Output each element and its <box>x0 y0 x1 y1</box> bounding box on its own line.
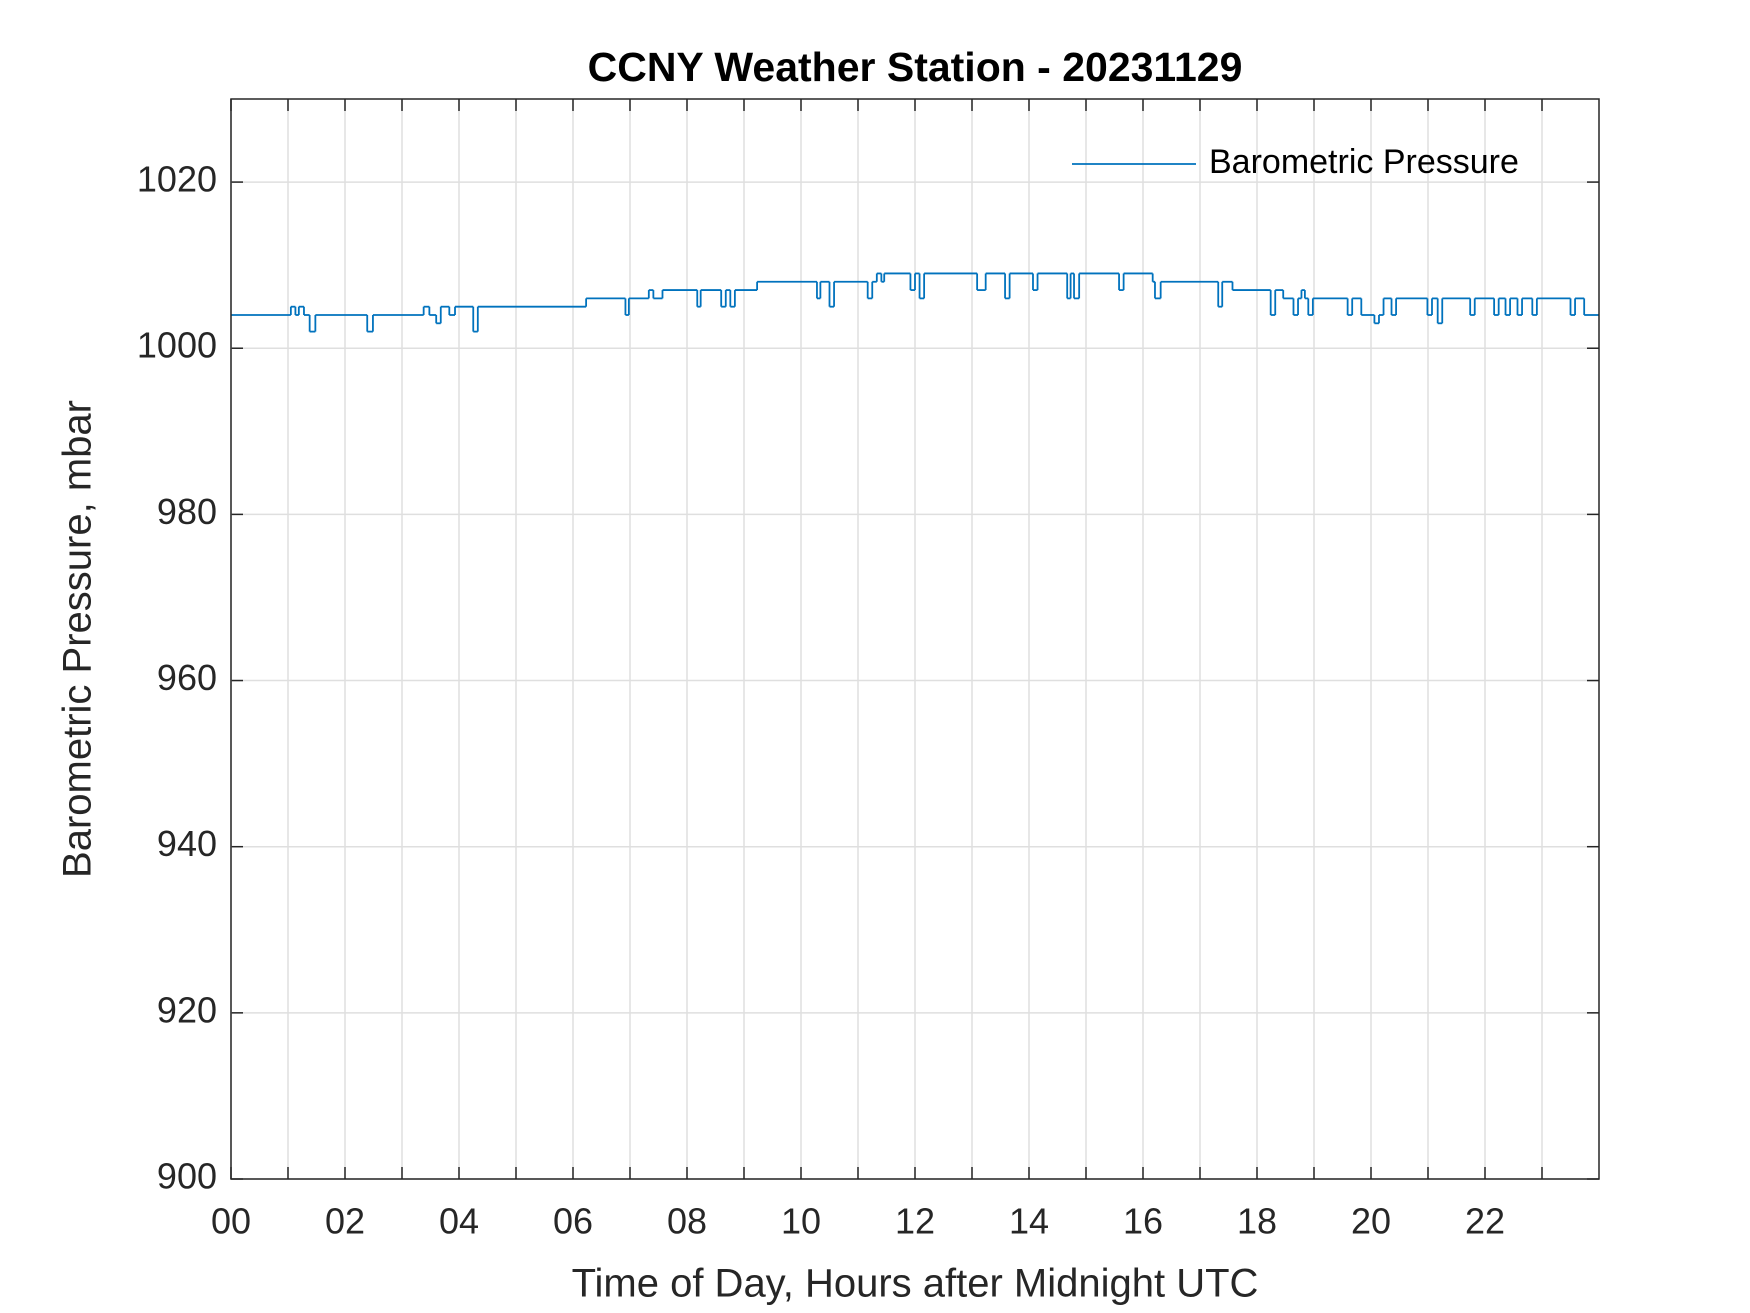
x-tick-label: 14 <box>1009 1201 1049 1242</box>
y-tick-label: 960 <box>157 657 217 698</box>
x-tick-label: 02 <box>325 1201 365 1242</box>
plot-frame <box>230 98 1600 1180</box>
y-tick-label: 1000 <box>137 325 217 366</box>
chart-title: CCNY Weather Station - 20231129 <box>588 44 1243 90</box>
y-tick-label: 940 <box>157 823 217 864</box>
x-tick-label: 20 <box>1351 1201 1391 1242</box>
x-tick-label: 04 <box>439 1201 479 1242</box>
y-tick-label: 920 <box>157 989 217 1030</box>
x-tick-label: 00 <box>211 1201 251 1242</box>
legend-label: Barometric Pressure <box>1209 143 1519 181</box>
x-tick-label: 18 <box>1237 1201 1277 1242</box>
y-tick-label: 900 <box>157 1156 217 1197</box>
y-tick-label: 1020 <box>137 159 217 200</box>
x-tick-label: 08 <box>667 1201 707 1242</box>
x-tick-label: 10 <box>781 1201 821 1242</box>
x-tick-label: 16 <box>1123 1201 1163 1242</box>
y-tick-label: 980 <box>157 491 217 532</box>
y-axis-label: Barometric Pressure, mbar <box>56 400 100 878</box>
x-axis-label: Time of Day, Hours after Midnight UTC <box>572 1262 1259 1306</box>
x-tick-label: 22 <box>1465 1201 1505 1242</box>
x-tick-label: 12 <box>895 1201 935 1242</box>
x-tick-label: 06 <box>553 1201 593 1242</box>
